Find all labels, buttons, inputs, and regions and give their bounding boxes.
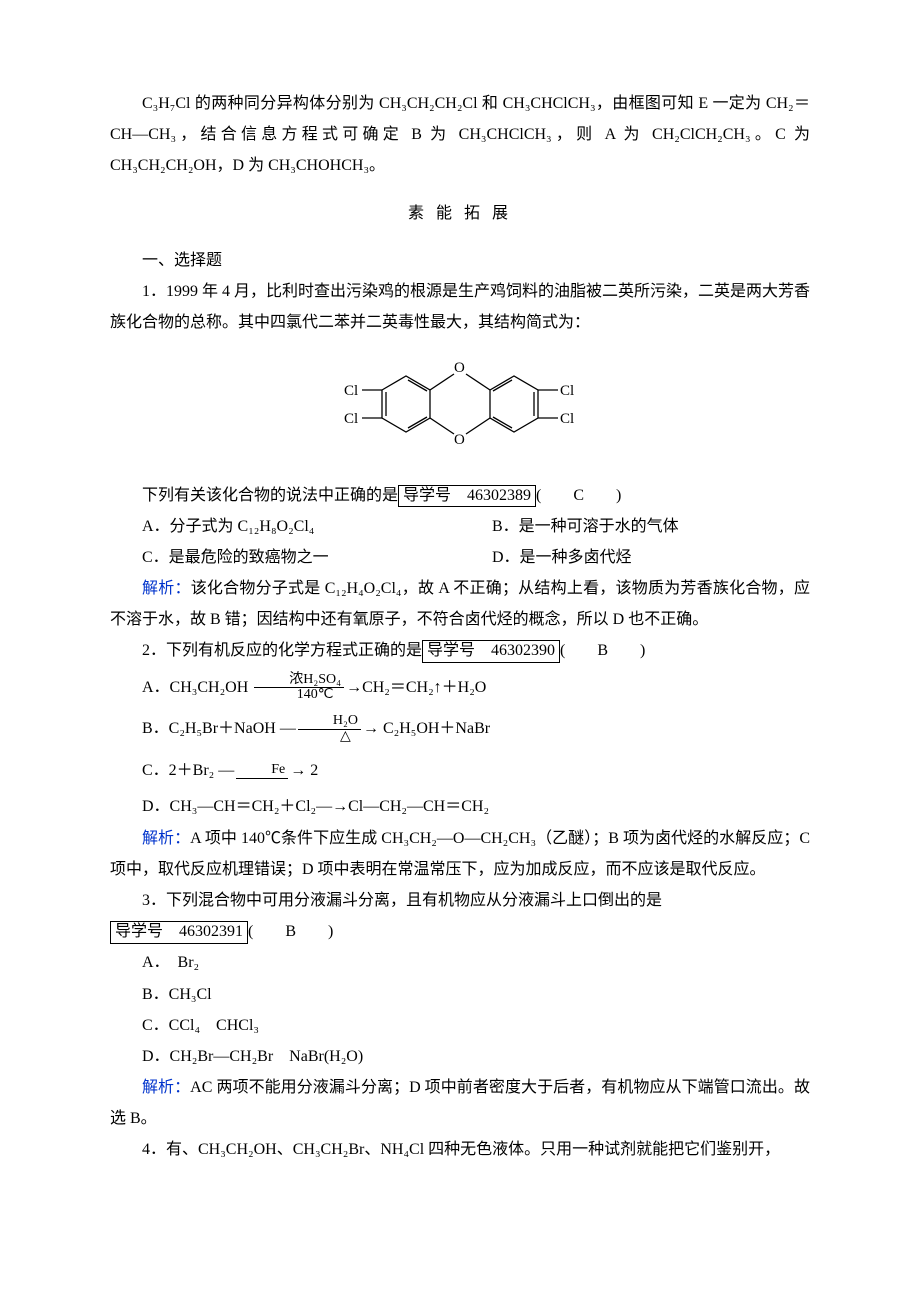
q1-row-ab: A．分子式为 C₁₂H₈O₂Cl₄ B．是一种可溶于水的气体	[110, 511, 810, 542]
q2-b-tail: C₂H₅OH＋NaBr	[379, 720, 490, 737]
q3-analysis: 解析：AC 两项不能用分液漏斗分离；D 项中前者密度大于后者，有机物应从下端管口…	[110, 1072, 810, 1134]
q3-stem: 3．下列混合物中可用分液漏斗分离，且有机物应从分液漏斗上口倒出的是	[110, 885, 810, 916]
q2-stem: 2．下列有机反应的化学方程式正确的是导学号 46302390( B )	[110, 635, 810, 666]
q2-stem-text: 2．下列有机反应的化学方程式正确的是	[142, 642, 422, 659]
q2-b-cond-num: H₂O	[298, 714, 361, 730]
intro-paragraph: C₃H₇Cl 的两种同分异构体分别为 CH₃CH₂CH₂Cl 和 CH₃CHCl…	[110, 88, 810, 182]
q3-ref-box: 导学号 46302391	[110, 921, 248, 944]
q3-analysis-text: AC 两项不能用分液漏斗分离；D 项中前者密度大于后者，有机物应从下端管口流出。…	[110, 1079, 810, 1127]
section-title: 素 能 拓 展	[110, 198, 810, 229]
q2-option-d: D．CH₃—CH＝CH₂＋Cl₂―→Cl—CH₂—CH＝CH₂	[110, 791, 810, 822]
q1-stem: 1．1999 年 4 月，比利时查出污染鸡的根源是生产鸡饲料的油脂被二英所污染，…	[110, 276, 810, 338]
q2-b-cond: H₂O△	[298, 714, 361, 744]
q3-option-d: D．CH₂Br—CH₂Br NaBr(H₂O)	[110, 1041, 810, 1072]
molecule-svg: O O Cl Cl Cl Cl	[332, 346, 588, 464]
q2-a-lead: A．CH₃CH₂OH	[142, 679, 252, 696]
q1-analysis-text: 该化合物分子式是 C₁₂H₄O₂Cl₄，故 A 不正确；从结构上看，该物质为芳香…	[110, 580, 810, 628]
atom-o-top: O	[454, 360, 465, 376]
q1-prompt: 下列有关该化合物的说法中正确的是导学号 46302389( C )	[110, 480, 810, 511]
q2-option-a: A．CH₃CH₂OH 浓H₂SO₄140℃→CH₂＝CH₂↑＋H₂O	[110, 667, 810, 709]
q2-option-c: C．2＋Br₂ ―Fe→ 2	[110, 750, 810, 792]
q1-answer: C	[573, 487, 584, 504]
q1-row-cd: C．是最危险的致癌物之一 D．是一种多卤代烃	[110, 542, 810, 573]
q2-option-b: B．C₂H₅Br＋NaOH ―H₂O△→ C₂H₅OH＋NaBr	[110, 708, 810, 750]
q3-answer: B	[285, 923, 296, 940]
analysis-label: 解析：	[142, 830, 190, 847]
q4-stem: 4．有、CH₃CH₂OH、CH₃CH₂Br、NH₄Cl 四种无色液体。只用一种试…	[110, 1134, 810, 1165]
q2-a-tail: CH₂＝CH₂↑＋H₂O	[362, 679, 486, 696]
q2-analysis-text: A 项中 140℃条件下应生成 CH₃CH₂—O—CH₂CH₃（乙醚）；B 项为…	[110, 830, 810, 878]
q2-a-cond-den: 140℃	[254, 688, 344, 703]
q2-b-lead: B．C₂H₅Br＋NaOH	[142, 720, 280, 737]
atom-cl-2: Cl	[344, 411, 358, 427]
atom-cl-4: Cl	[560, 411, 574, 427]
atom-o-bottom: O	[454, 432, 465, 448]
q2-a-cond: 浓H₂SO₄140℃	[254, 673, 344, 703]
q2-c-cond-num: Fe	[236, 763, 288, 779]
q1-prompt-text: 下列有关该化合物的说法中正确的是	[142, 487, 398, 504]
atom-cl-3: Cl	[560, 383, 574, 399]
q2-analysis: 解析：A 项中 140℃条件下应生成 CH₃CH₂—O—CH₂CH₃（乙醚）；B…	[110, 823, 810, 885]
q1-analysis: 解析：该化合物分子式是 C₁₂H₄O₂Cl₄，故 A 不正确；从结构上看，该物质…	[110, 573, 810, 635]
atom-cl-1: Cl	[344, 383, 358, 399]
q2-b-cond-den: △	[298, 730, 361, 745]
q2-ref-box: 导学号 46302390	[422, 640, 560, 663]
q3-option-a: A． Br₂	[110, 947, 810, 978]
q2-c-lead: C．2＋Br₂	[142, 762, 218, 779]
q3-option-c: C．CCl₄ CHCl₃	[110, 1010, 810, 1041]
q1-option-c: C．是最危险的致癌物之一	[110, 542, 460, 573]
q3-option-b: B．CH₃Cl	[110, 979, 810, 1010]
document-page: C₃H₇Cl 的两种同分异构体分别为 CH₃CH₂CH₂Cl 和 CH₃CHCl…	[0, 0, 920, 1302]
q1-structure-diagram: O O Cl Cl Cl Cl	[110, 338, 810, 479]
q2-a-cond-num: 浓H₂SO₄	[254, 673, 344, 689]
heading-choices: 一、选择题	[110, 245, 810, 276]
q2-answer: B	[597, 642, 608, 659]
analysis-label: 解析：	[142, 580, 191, 597]
q1-ref-box: 导学号 46302389	[398, 485, 536, 508]
analysis-label: 解析：	[142, 1079, 190, 1096]
q2-c-tail: 2	[306, 762, 318, 779]
q2-c-cond: Fe	[236, 763, 288, 779]
q1-option-b: B．是一种可溶于水的气体	[460, 511, 810, 542]
q1-option-a: A．分子式为 C₁₂H₈O₂Cl₄	[110, 511, 460, 542]
q3-prompt: 导学号 46302391( B )	[110, 916, 810, 947]
q1-option-d: D．是一种多卤代烃	[460, 542, 810, 573]
